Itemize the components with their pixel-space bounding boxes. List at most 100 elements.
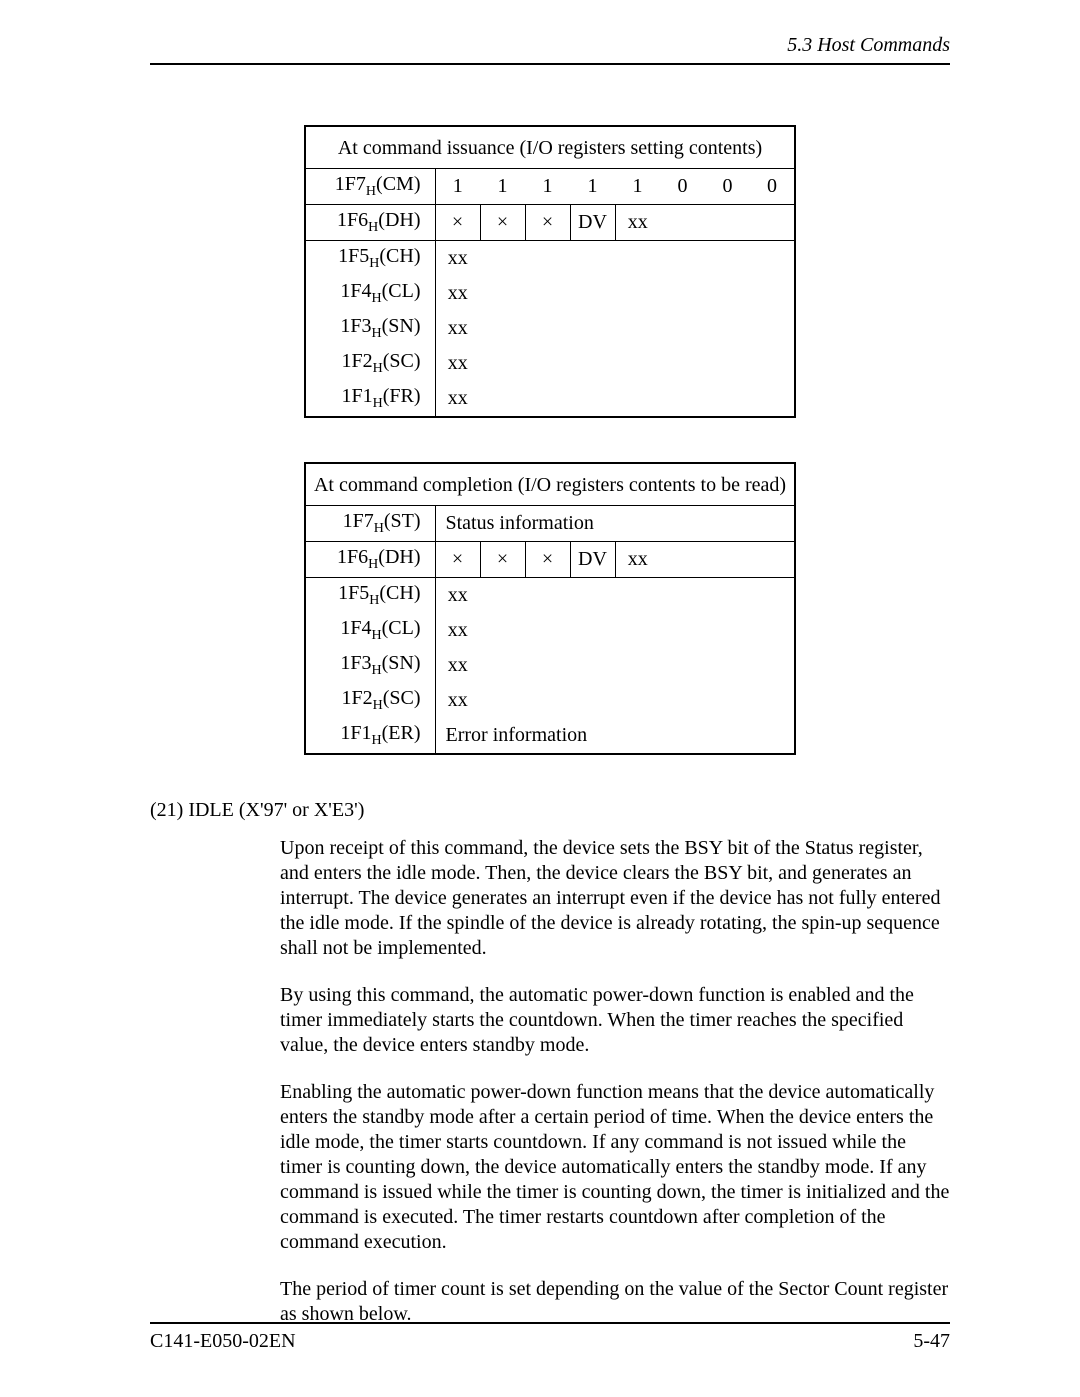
- bit-cell: xx: [435, 276, 480, 311]
- bit-cell: xx: [435, 346, 480, 381]
- register-label: 1F1H(FR): [305, 381, 435, 417]
- register-label: 1F5H(CH): [305, 578, 435, 614]
- bit-cell: [705, 648, 750, 683]
- table-row: 1F7H(CM)11111000: [305, 169, 795, 205]
- bit-cell: [705, 613, 750, 648]
- paragraph: Upon receipt of this command, the device…: [150, 836, 950, 961]
- wide-cell: Error information: [435, 718, 795, 754]
- register-label: 1F4H(CL): [305, 613, 435, 648]
- bit-cell: [705, 205, 750, 241]
- bit-cell: [615, 276, 660, 311]
- table-title-row: At command issuance (I/O registers setti…: [305, 126, 795, 169]
- table2-body: 1F7H(ST)Status information1F6H(DH)×××DVx…: [305, 506, 795, 755]
- bit-cell: 1: [435, 169, 480, 205]
- bit-cell: [660, 578, 705, 614]
- bit-cell: [480, 648, 525, 683]
- bit-cell: 0: [660, 169, 705, 205]
- bit-cell: [480, 311, 525, 346]
- bit-cell: [525, 311, 570, 346]
- bit-cell: [525, 381, 570, 417]
- bit-cell: ×: [480, 205, 525, 241]
- bit-cell: [570, 683, 615, 718]
- bit-cell: [525, 241, 570, 277]
- table-title: At command completion (I/O registers con…: [305, 463, 795, 506]
- bit-cell: [660, 381, 705, 417]
- bit-cell: xx: [435, 648, 480, 683]
- bit-cell: [660, 346, 705, 381]
- bit-cell: [615, 648, 660, 683]
- bit-cell: 0: [750, 169, 795, 205]
- bit-cell: [750, 241, 795, 277]
- bit-cell: 0: [705, 169, 750, 205]
- bit-cell: [660, 205, 705, 241]
- table-row: 1F7H(ST)Status information: [305, 506, 795, 542]
- bit-cell: [525, 683, 570, 718]
- table-row: 1F1H(ER)Error information: [305, 718, 795, 754]
- table-row: 1F3H(SN)xx: [305, 648, 795, 683]
- footer-right: 5-47: [913, 1330, 950, 1353]
- bit-cell: xx: [435, 683, 480, 718]
- bit-cell: [660, 311, 705, 346]
- page: 5.3 Host Commands At command issuance (I…: [0, 0, 1080, 1397]
- register-label: 1F7H(CM): [305, 169, 435, 205]
- table-title: At command issuance (I/O registers setti…: [305, 126, 795, 169]
- register-label: 1F5H(CH): [305, 241, 435, 277]
- table-row: 1F5H(CH)xx: [305, 578, 795, 614]
- page-header: 5.3 Host Commands: [150, 34, 950, 65]
- bit-cell: 1: [615, 169, 660, 205]
- bit-cell: ×: [435, 205, 480, 241]
- bit-cell: xx: [435, 311, 480, 346]
- bit-cell: [570, 578, 615, 614]
- bit-cell: [480, 613, 525, 648]
- register-label: 1F1H(ER): [305, 718, 435, 754]
- bit-cell: 1: [480, 169, 525, 205]
- bit-cell: [750, 578, 795, 614]
- bit-cell: [750, 381, 795, 417]
- bit-cell: [570, 613, 615, 648]
- table-row: 1F6H(DH)×××DVxx: [305, 205, 795, 241]
- bit-cell: [480, 381, 525, 417]
- wide-cell: Status information: [435, 506, 795, 542]
- bit-cell: xx: [435, 381, 480, 417]
- bit-cell: 1: [570, 169, 615, 205]
- table-row: 1F2H(SC)xx: [305, 346, 795, 381]
- table-row: 1F4H(CL)xx: [305, 276, 795, 311]
- table-row: 1F4H(CL)xx: [305, 613, 795, 648]
- bit-cell: [705, 381, 750, 417]
- bit-cell: [525, 276, 570, 311]
- register-label: 1F6H(DH): [305, 542, 435, 578]
- bit-cell: DV: [570, 542, 615, 578]
- bit-cell: [660, 542, 705, 578]
- bit-cell: [750, 205, 795, 241]
- bit-cell: [570, 276, 615, 311]
- register-table-completion: At command completion (I/O registers con…: [304, 462, 796, 755]
- page-footer: C141-E050-02EN 5-47: [150, 1322, 950, 1353]
- bit-cell: DV: [570, 205, 615, 241]
- register-label: 1F6H(DH): [305, 205, 435, 241]
- bit-cell: xx: [615, 205, 660, 241]
- bit-cell: [615, 683, 660, 718]
- bit-cell: [750, 542, 795, 578]
- bit-cell: [480, 578, 525, 614]
- bit-cell: [750, 648, 795, 683]
- bit-cell: [750, 613, 795, 648]
- bit-cell: xx: [435, 578, 480, 614]
- table-row: 1F6H(DH)×××DVxx: [305, 542, 795, 578]
- bit-cell: [615, 381, 660, 417]
- bit-cell: [615, 346, 660, 381]
- bit-cell: 1: [525, 169, 570, 205]
- bit-cell: [750, 683, 795, 718]
- bit-cell: [525, 346, 570, 381]
- bit-cell: [525, 648, 570, 683]
- bit-cell: [660, 648, 705, 683]
- bit-cell: ×: [525, 205, 570, 241]
- bit-cell: [525, 613, 570, 648]
- bit-cell: [570, 241, 615, 277]
- bit-cell: [750, 311, 795, 346]
- table1-body: 1F7H(CM)111110001F6H(DH)×××DVxx1F5H(CH)x…: [305, 169, 795, 418]
- paragraph: By using this command, the automatic pow…: [150, 983, 950, 1058]
- table-row: 1F5H(CH)xx: [305, 241, 795, 277]
- paragraph: The period of timer count is set dependi…: [150, 1277, 950, 1327]
- register-label: 1F4H(CL): [305, 276, 435, 311]
- bit-cell: [480, 346, 525, 381]
